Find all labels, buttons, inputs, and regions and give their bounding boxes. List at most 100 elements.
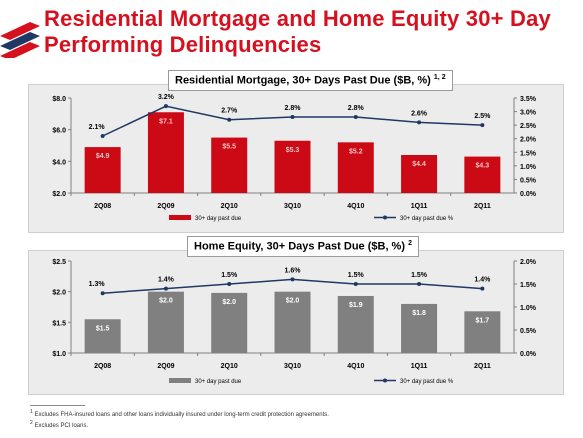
- footnote-2-text: Excludes PCI loans.: [34, 423, 89, 429]
- mortgage-bar-label: $7.1: [159, 118, 173, 125]
- home-equity-pct-label: 1.4%: [158, 277, 175, 284]
- home-equity-pct-point: [290, 277, 295, 282]
- home-equity-pct-label: 1.4%: [474, 277, 491, 284]
- mortgage-right-tick-label: 2.0%: [520, 137, 537, 144]
- home-equity-bar: [464, 311, 501, 353]
- mortgage-bar-label: $5.2: [349, 148, 363, 155]
- home-equity-right-tick-label: 2.0%: [520, 259, 537, 266]
- home-equity-pct-label: 1.5%: [411, 272, 428, 279]
- mortgage-left-tick-label: $4.0: [52, 159, 66, 166]
- footnote-1: 1 Excludes FHA-insured loans and other l…: [30, 408, 329, 419]
- home-equity-pct-point: [417, 282, 422, 286]
- mortgage-legend-line-label: 30+ day past due %: [400, 216, 454, 222]
- footnote-rule: [30, 405, 85, 406]
- home-equity-bar: [401, 303, 438, 353]
- home-equity-pct-point: [227, 282, 232, 286]
- mortgage-right-tick-label: 3.0%: [520, 110, 537, 117]
- home-equity-x-tick-label: 2Q11: [474, 363, 491, 370]
- mortgage-x-tick-label: 2Q09: [157, 203, 174, 210]
- mortgage-x-tick-label: 2Q10: [221, 203, 238, 210]
- mortgage-pct-label: 3.2%: [158, 94, 175, 101]
- mortgage-bar: [337, 142, 374, 193]
- home-equity-pct-label: 1.5%: [348, 272, 365, 279]
- home-equity-legend-bar-swatch: [169, 378, 191, 383]
- home-equity-bar: [337, 295, 374, 353]
- home-equity-right-tick-label: 0.0%: [520, 351, 537, 358]
- home-equity-x-tick-label: 2Q10: [221, 363, 238, 370]
- home-equity-bar-label: $2.0: [222, 299, 236, 306]
- home-equity-pct-point: [353, 282, 358, 286]
- mortgage-x-tick-label: 3Q10: [284, 203, 301, 210]
- mortgage-chart: $2.0 $4.0 $6.0 $8.0 0.0% 0.5% 1.0% 1.5% 2.0% 2.5%…: [52, 94, 537, 222]
- mortgage-bar-label: $5.5: [222, 144, 236, 151]
- mortgage-legend-bar-label: 30+ day past due: [195, 216, 242, 222]
- mortgage-pct-point: [100, 134, 105, 138]
- footnotes: 1 Excludes FHA-insured loans and other l…: [30, 405, 329, 430]
- mortgage-bar: [147, 112, 184, 193]
- home-equity-bar: [84, 319, 121, 353]
- mortgage-bar: [401, 155, 438, 193]
- mortgage-bar: [84, 147, 121, 193]
- mortgage-chart-panel: $2.0 $4.0 $6.0 $8.0 0.0% 0.5% 1.0% 1.5% 2.0% 2.5%…: [28, 84, 564, 233]
- home-equity-x-tick-label: 3Q10: [284, 363, 301, 370]
- mortgage-pct-label: 2.6%: [411, 110, 428, 117]
- mortgage-pct-label: 2.5%: [474, 113, 491, 120]
- mortgage-chart-title: Residential Mortgage, 30+ Days Past Due …: [175, 74, 431, 87]
- home-equity-chart-title-box: Home Equity, 30+ Days Past Due ($B, %) 2: [187, 236, 419, 257]
- home-equity-pct-label: 1.5%: [221, 272, 238, 279]
- home-equity-chart-title-note: 2: [408, 240, 412, 247]
- mortgage-pct-point: [227, 117, 232, 122]
- mortgage-x-tick-label: 1Q11: [411, 203, 428, 210]
- home-equity-bar-label: $2.0: [159, 298, 173, 305]
- mortgage-pct-point: [290, 115, 295, 119]
- home-equity-right-tick-label: 1.0%: [520, 305, 537, 312]
- mortgage-right-tick-label: 0.0%: [520, 191, 537, 198]
- footnote-1-text: Excludes FHA-insured loans and other loa…: [34, 412, 329, 418]
- mortgage-right-tick-label: 3.5%: [520, 96, 537, 103]
- mortgage-pct-label: 2.8%: [285, 105, 302, 112]
- home-equity-chart-panel: $1.0 $1.5 $2.0 $2.5 0.0% 0.5% 1.0% 1.5% 2.0% $1.5…: [28, 250, 564, 395]
- home-equity-left-tick-label: $1.5: [52, 320, 66, 327]
- home-equity-left-tick-label: $1.0: [52, 351, 66, 358]
- mortgage-bar-label: $4.4: [412, 161, 426, 168]
- home-equity-right-tick-label: 0.5%: [520, 328, 537, 335]
- home-equity-chart: $1.0 $1.5 $2.0 $2.5 0.0% 0.5% 1.0% 1.5% 2.0% $1.5…: [52, 259, 537, 385]
- mortgage-left-tick-label: $6.0: [52, 128, 66, 135]
- home-equity-pct-label: 1.3%: [89, 281, 106, 288]
- home-equity-x-tick-label: 4Q10: [347, 363, 364, 370]
- footnote-1-mark: 1: [30, 409, 33, 415]
- mortgage-legend-line-marker: [383, 215, 387, 220]
- mortgage-bar-label: $4.9: [96, 153, 110, 160]
- mortgage-right-tick-label: 1.5%: [520, 150, 537, 157]
- mortgage-right-tick-label: 0.5%: [520, 177, 537, 184]
- home-equity-bar-label: $1.7: [476, 317, 490, 324]
- home-equity-bar: [211, 292, 248, 353]
- mortgage-chart-title-box: Residential Mortgage, 30+ Days Past Due …: [168, 70, 453, 91]
- footnote-2-mark: 2: [30, 420, 33, 426]
- home-equity-legend-line-marker: [383, 378, 387, 383]
- mortgage-pct-point: [480, 123, 485, 128]
- mortgage-chart-title-note: 1, 2: [433, 74, 446, 81]
- mortgage-left-tick-label: $2.0: [52, 191, 66, 198]
- home-equity-bar-label: $1.8: [412, 310, 426, 317]
- home-equity-chart-title: Home Equity, 30+ Days Past Due ($B, %): [194, 240, 406, 253]
- home-equity-bar: [147, 291, 184, 353]
- mortgage-bar: [464, 156, 501, 193]
- bank-logo: [0, 22, 40, 58]
- mortgage-left-tick-label: $8.0: [52, 96, 66, 103]
- home-equity-bar: [274, 291, 311, 353]
- home-equity-x-tick-label: 2Q09: [157, 363, 174, 370]
- home-equity-pct-point: [163, 286, 168, 291]
- home-equity-x-tick-label: 2Q08: [94, 363, 111, 370]
- footnote-2: 2 Excludes PCI loans.: [30, 419, 329, 430]
- mortgage-bar-label: $4.3: [476, 163, 490, 170]
- mortgage-pct-label: 2.8%: [348, 105, 365, 112]
- page-title: Residential Mortgage and Home Equity 30+…: [44, 6, 551, 57]
- mortgage-bar: [211, 137, 248, 193]
- home-equity-x-tick-label: 1Q11: [411, 363, 428, 370]
- home-equity-legend-bar-label: 30+ day past due: [195, 379, 242, 385]
- home-equity-pct-point: [100, 291, 105, 296]
- mortgage-x-tick-label: 4Q10: [347, 203, 364, 210]
- home-equity-legend-line-label: 30+ day past due %: [400, 379, 454, 385]
- mortgage-right-tick-label: 2.5%: [520, 123, 537, 130]
